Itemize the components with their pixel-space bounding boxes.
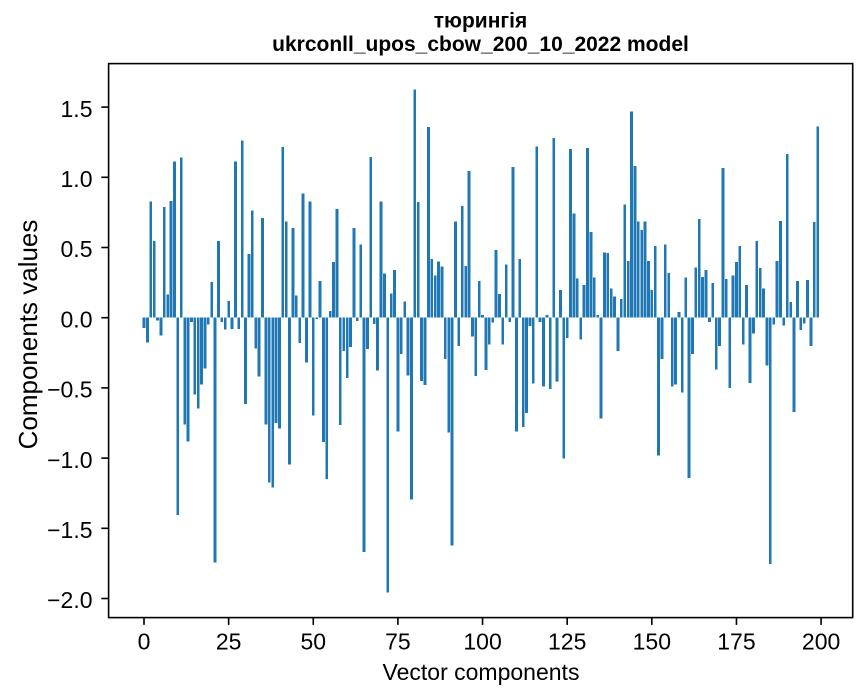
svg-text:−0.5: −0.5: [47, 377, 92, 403]
svg-text:0: 0: [138, 629, 151, 655]
svg-text:0.5: 0.5: [61, 236, 93, 262]
svg-text:75: 75: [385, 629, 411, 655]
svg-text:тюрингія: тюрингія: [434, 10, 527, 33]
svg-text:Vector components: Vector components: [383, 659, 580, 685]
svg-text:Components values: Components values: [13, 220, 43, 450]
svg-text:25: 25: [216, 629, 242, 655]
svg-text:−1.0: −1.0: [47, 447, 92, 473]
svg-text:150: 150: [633, 629, 671, 655]
svg-text:−1.5: −1.5: [47, 517, 92, 543]
svg-text:175: 175: [717, 629, 755, 655]
svg-text:100: 100: [463, 629, 501, 655]
svg-text:200: 200: [802, 629, 840, 655]
svg-text:ukrconll_upos_cbow_200_10_2022: ukrconll_upos_cbow_200_10_2022 model: [272, 33, 689, 56]
svg-text:125: 125: [548, 629, 586, 655]
svg-text:−2.0: −2.0: [47, 587, 92, 613]
svg-text:0.0: 0.0: [61, 306, 93, 332]
svg-text:1.0: 1.0: [61, 166, 93, 192]
svg-text:50: 50: [300, 629, 326, 655]
svg-text:1.5: 1.5: [61, 96, 93, 122]
